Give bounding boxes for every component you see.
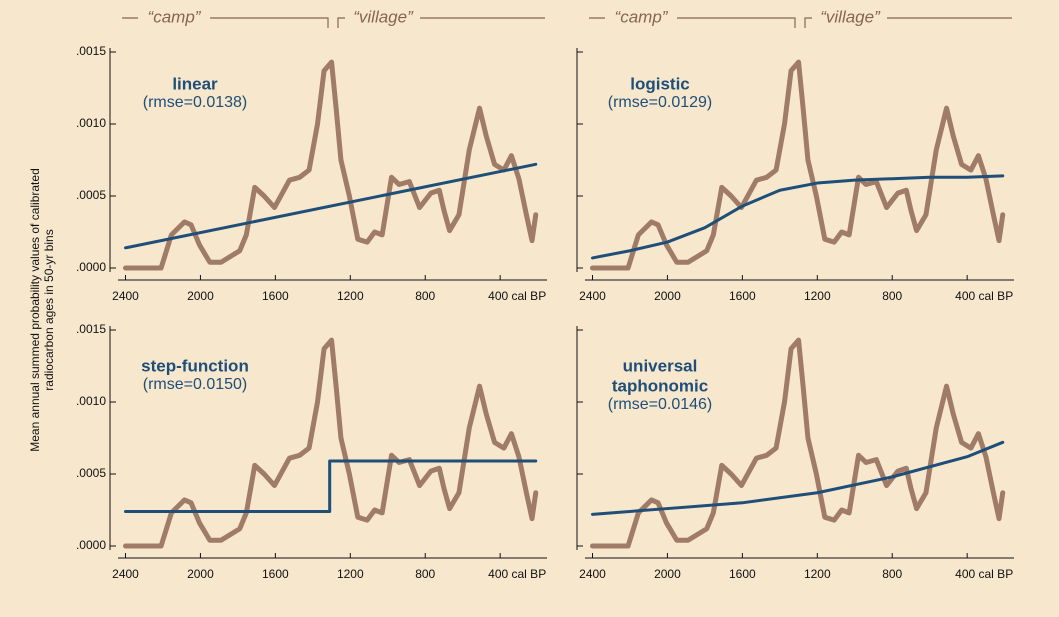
rmse-label: (rmse=0.0129) — [608, 94, 713, 111]
x-tick-label: 800 — [882, 567, 902, 581]
x-tick-label: 400 cal BP — [955, 289, 1013, 303]
rmse-label: (rmse=0.0146) — [608, 396, 713, 413]
y-tick-label: .0000 — [76, 260, 106, 274]
y-tick-label: .0010 — [76, 394, 106, 408]
model-line — [590, 174, 1005, 260]
x-tick-label: 1600 — [262, 567, 289, 581]
period-label: “camp” — [148, 7, 202, 26]
x-tick-label: 1600 — [729, 567, 756, 581]
data-line — [589, 337, 1006, 549]
period-label: “village” — [353, 7, 414, 26]
x-tick-label: 2000 — [187, 289, 214, 303]
x-tick-label: 2400 — [112, 567, 139, 581]
y-tick-label: .0015 — [76, 322, 106, 336]
x-tick-label: 1200 — [804, 567, 831, 581]
x-tick-label: 1200 — [337, 567, 364, 581]
x-tick-label: 400 cal BP — [488, 567, 546, 581]
x-tick-label: 2000 — [654, 567, 681, 581]
x-tick-label: 1600 — [262, 289, 289, 303]
y-tick-label: .0015 — [76, 44, 106, 58]
data-line — [122, 59, 539, 271]
x-tick-label: 2000 — [187, 567, 214, 581]
rmse-label: (rmse=0.0138) — [143, 94, 248, 111]
x-tick-label: 800 — [415, 289, 435, 303]
y-axis-label: Mean annual summed probability values of… — [28, 168, 42, 452]
x-tick-label: 800 — [882, 289, 902, 303]
period-label: “village” — [820, 7, 881, 26]
y-tick-label: .0010 — [76, 116, 106, 130]
data-line — [589, 59, 1006, 271]
x-tick-label: 800 — [415, 567, 435, 581]
period-bracket — [589, 17, 1012, 28]
x-tick-label: 2000 — [654, 289, 681, 303]
model-line — [123, 459, 538, 513]
data-line — [122, 337, 539, 549]
model-name: logistic — [630, 74, 690, 93]
x-tick-label: 400 cal BP — [955, 567, 1013, 581]
x-tick-label: 1600 — [729, 289, 756, 303]
model-name: step-function — [141, 356, 249, 375]
x-tick-label: 2400 — [579, 567, 606, 581]
model-name: taphonomic — [612, 376, 708, 395]
x-tick-label: 1200 — [337, 289, 364, 303]
model-line — [590, 440, 1005, 516]
x-tick-label: 2400 — [112, 289, 139, 303]
model-line — [123, 162, 538, 250]
y-tick-label: .0005 — [76, 188, 106, 202]
y-axis-label: radiocarbon ages in 50-yr bins — [42, 229, 56, 390]
model-name: universal — [623, 356, 698, 375]
x-tick-label: 1200 — [804, 289, 831, 303]
rmse-label: (rmse=0.0150) — [143, 376, 248, 393]
period-label: “camp” — [615, 7, 669, 26]
period-bracket — [122, 17, 545, 28]
x-tick-label: 2400 — [579, 289, 606, 303]
x-tick-label: 400 cal BP — [488, 289, 546, 303]
model-name: linear — [172, 74, 218, 93]
y-tick-label: .0000 — [76, 538, 106, 552]
y-tick-label: .0005 — [76, 466, 106, 480]
